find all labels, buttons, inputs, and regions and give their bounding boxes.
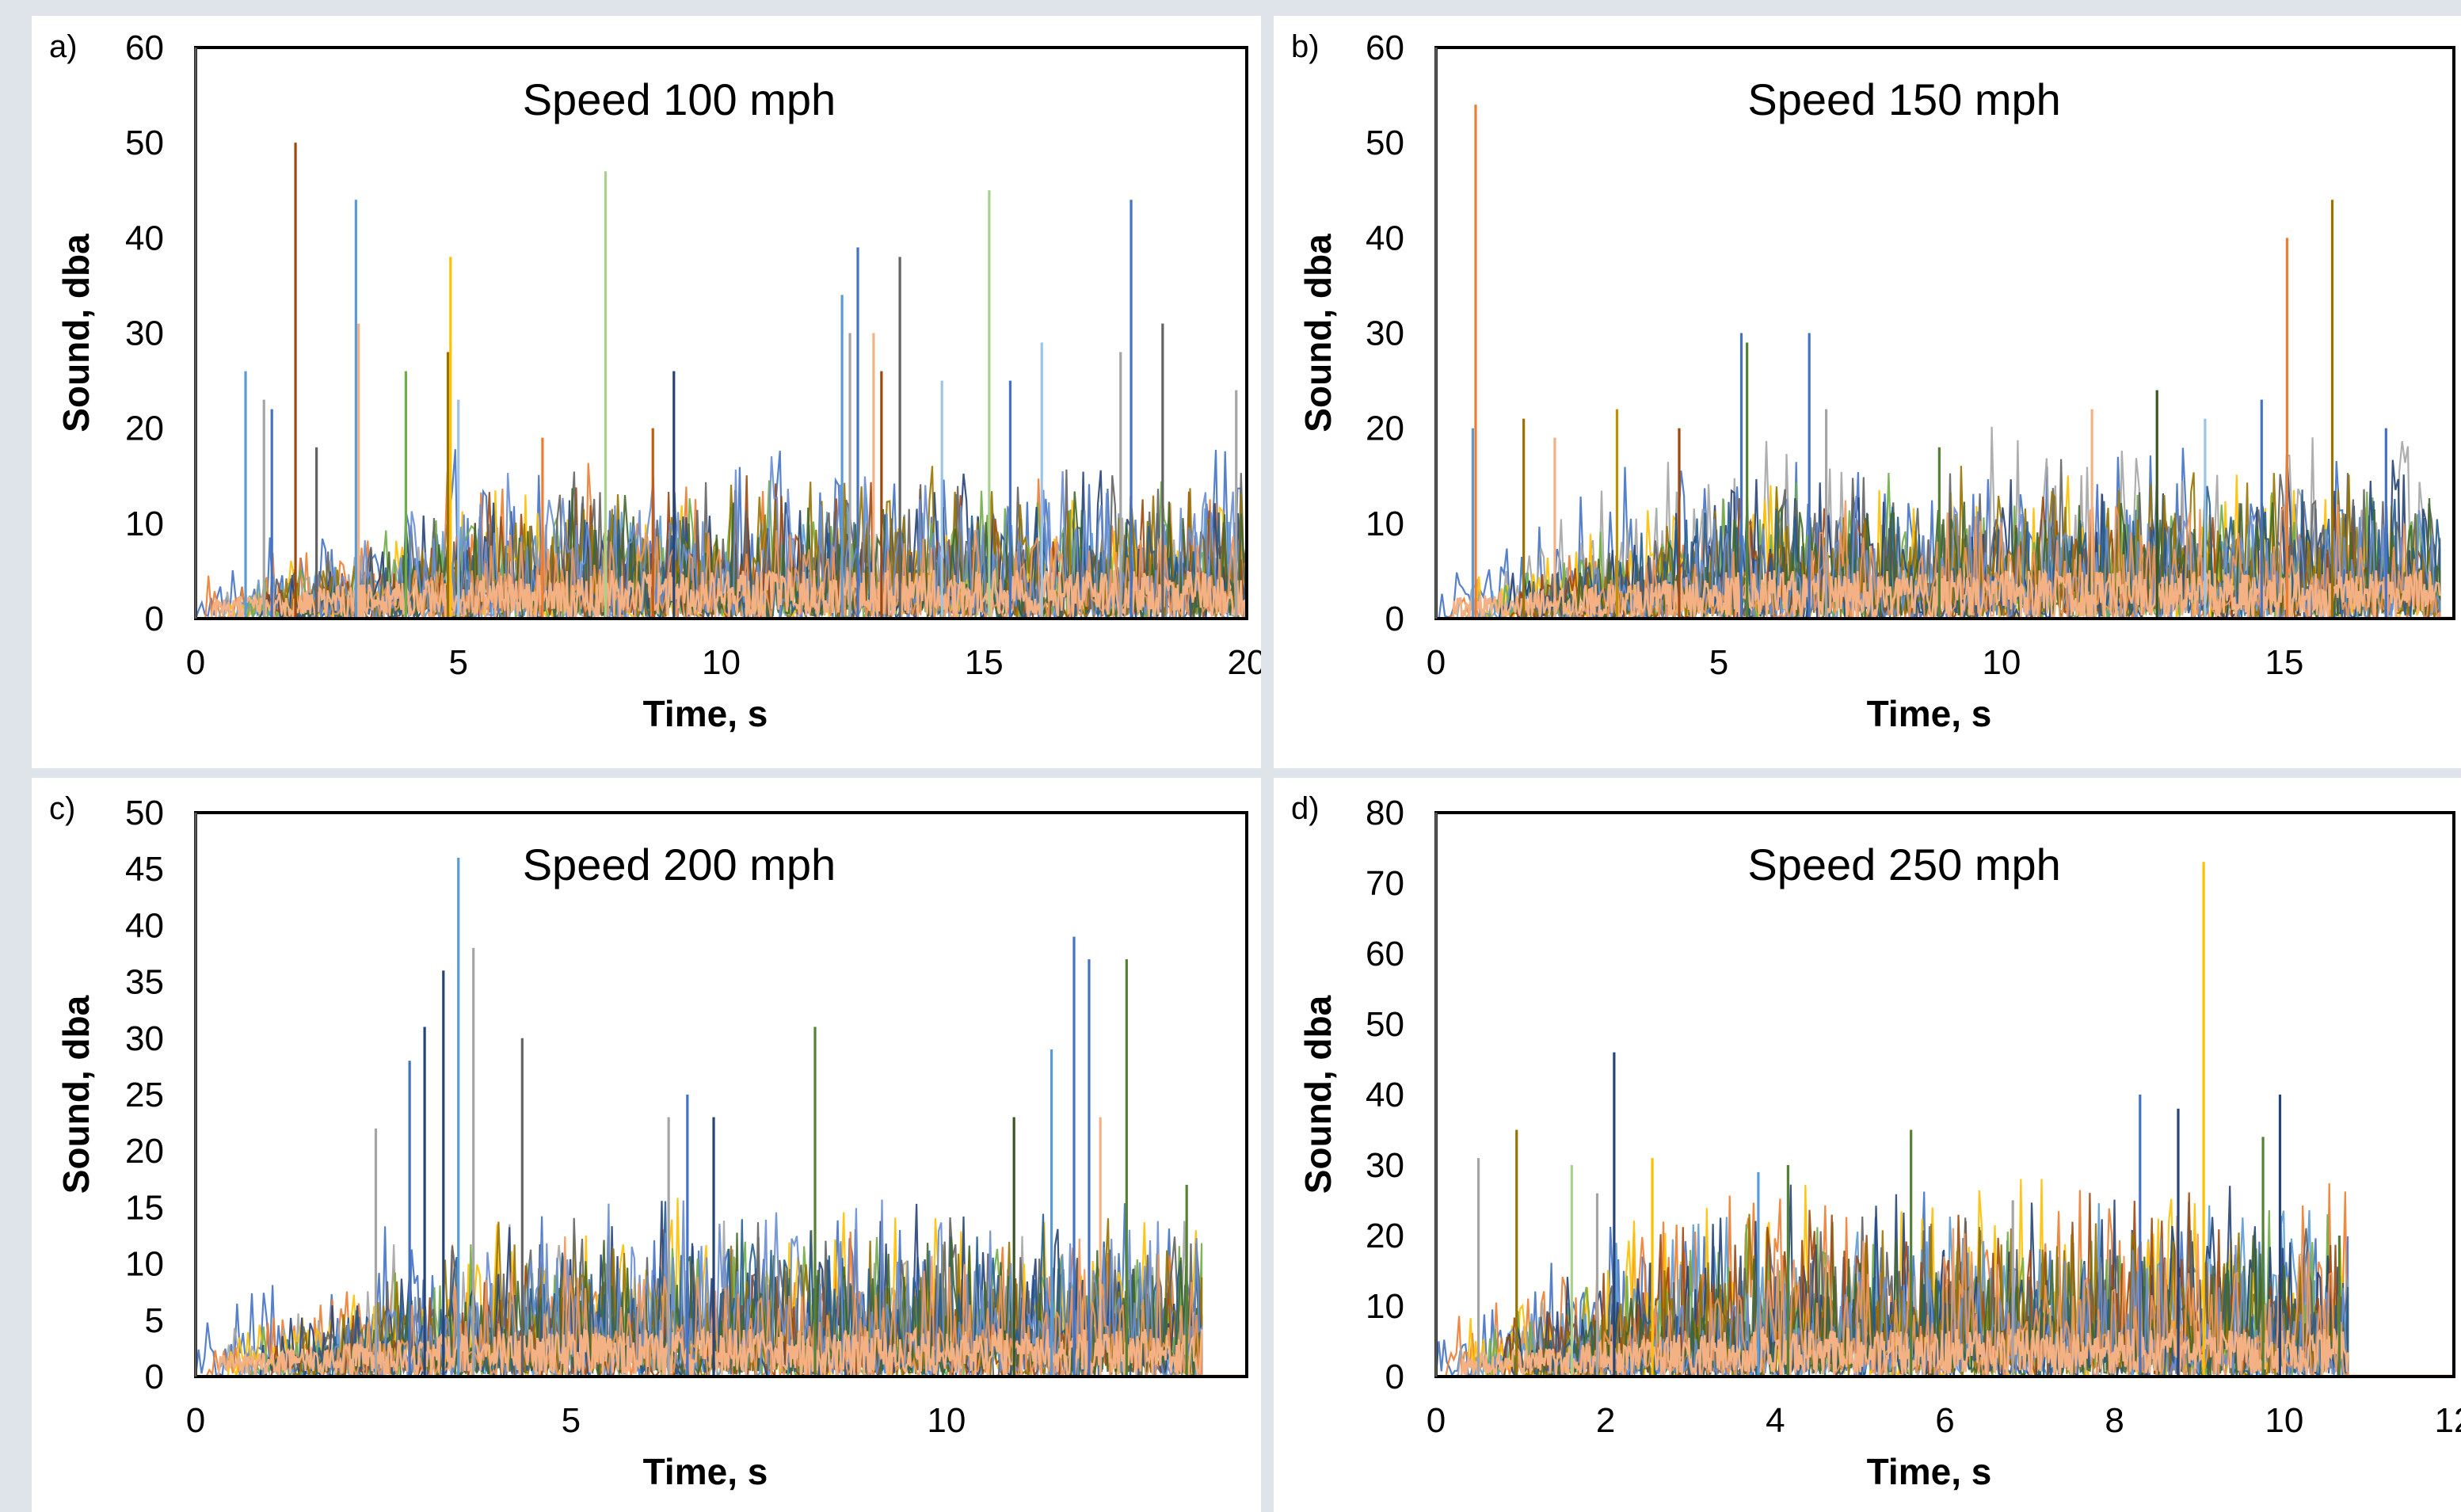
chart-title: Speed 150 mph — [1747, 74, 2060, 124]
y-tick-label: 10 — [1366, 1287, 1404, 1326]
chart-panel-d: 0 10 20 30 40 50 60 70 80 0 2 4 6 8 10 12 Time, s Sound, … — [1274, 778, 2461, 1512]
y-tick-label: 10 — [1366, 505, 1404, 543]
y-tick-label: 40 — [1366, 219, 1404, 257]
y-axis-label: Sound, dba — [55, 234, 97, 432]
y-axis-label: Sound, dba — [55, 995, 97, 1194]
y-tick-label: 0 — [145, 1358, 164, 1396]
y-tick-label: 25 — [125, 1076, 164, 1114]
series-trace — [324, 1199, 1203, 1377]
series-trace — [217, 1325, 1203, 1377]
x-tick-label: 5 — [449, 643, 468, 682]
x-axis-label: Time, s — [643, 693, 768, 734]
x-tick-label: 6 — [1935, 1401, 1954, 1440]
x-tick-label: 0 — [186, 643, 205, 682]
y-tick-label: 0 — [1385, 1358, 1404, 1396]
y-tick-label: 40 — [1366, 1076, 1404, 1114]
chart-panel-c: 0 5 10 15 20 25 30 35 40 45 50 0 5 10 Time, s Sound, db… — [32, 778, 1261, 1512]
chart-panel-a: 0 10 20 30 40 50 60 0 5 10 15 20 Time, s Sound, dba Sp… — [32, 16, 1261, 768]
x-tick-label: 4 — [1766, 1401, 1785, 1440]
y-tick-label: 20 — [125, 409, 164, 448]
y-tick-label: 15 — [125, 1188, 164, 1227]
y-tick-label: 35 — [125, 963, 164, 1002]
y-tick-label: 20 — [1366, 409, 1404, 448]
y-tick-label: 0 — [1385, 600, 1404, 638]
y-tick-label: 60 — [1366, 29, 1404, 67]
chart-svg: 0 10 20 30 40 50 60 70 80 0 2 4 6 8 10 12 Time, s Sound, … — [1291, 791, 2461, 1492]
y-tick-label: 10 — [125, 505, 164, 543]
plot-area — [196, 143, 1247, 619]
y-tick-label: 5 — [145, 1301, 164, 1340]
y-tick-label: 0 — [145, 600, 164, 638]
y-tick-label: 50 — [1366, 124, 1404, 162]
x-tick-label: 0 — [186, 1401, 205, 1440]
series-trace — [1460, 1325, 2349, 1377]
x-tick-label: 10 — [2265, 1401, 2303, 1440]
series-trace — [312, 455, 1247, 619]
x-tick-label: 20 — [1228, 643, 1261, 682]
plot-frame — [194, 46, 1248, 620]
y-tick-label: 60 — [1366, 935, 1404, 973]
y-tick-label: 50 — [125, 794, 164, 832]
chart-svg: 0 10 20 30 40 50 60 0 5 10 15 Time, s Sound, dba Spee… — [1291, 29, 2455, 734]
chart-title: Speed 200 mph — [523, 840, 836, 889]
x-tick-label: 5 — [1709, 643, 1728, 682]
y-tick-label: 40 — [125, 219, 164, 257]
x-axis-label: Time, s — [1867, 1451, 1992, 1492]
panel-label: b) — [1291, 29, 1320, 64]
x-axis-label: Time, s — [1867, 693, 1992, 734]
y-tick-label: 30 — [1366, 314, 1404, 353]
y-tick-label: 45 — [125, 850, 164, 889]
x-tick-label: 15 — [965, 643, 1004, 682]
y-tick-label: 20 — [125, 1132, 164, 1171]
x-tick-label: 0 — [1427, 1401, 1446, 1440]
y-tick-label: 30 — [1366, 1146, 1404, 1185]
x-tick-label: 10 — [702, 643, 741, 682]
x-tick-label: 12 — [2435, 1401, 2461, 1440]
y-tick-label: 40 — [125, 906, 164, 945]
chart-svg: 0 5 10 15 20 25 30 35 40 45 50 0 5 10 Time, s Sound, db… — [49, 791, 1248, 1492]
y-tick-label: 80 — [1366, 794, 1404, 832]
x-tick-label: 8 — [2105, 1401, 2124, 1440]
x-tick-label: 10 — [927, 1401, 966, 1440]
y-tick-label: 50 — [125, 124, 164, 162]
x-tick-label: 10 — [1982, 643, 2021, 682]
chart-svg: 0 10 20 30 40 50 60 0 5 10 15 20 Time, s Sound, dba Sp… — [49, 29, 1261, 734]
chart-panel-b: 0 10 20 30 40 50 60 0 5 10 15 Time, s Sound, dba Spee… — [1274, 16, 2461, 768]
plot-area — [1436, 862, 2454, 1377]
plot-area — [196, 857, 1247, 1377]
panel-label: a) — [49, 29, 78, 64]
y-tick-label: 50 — [1366, 1005, 1404, 1044]
x-tick-label: 2 — [1596, 1401, 1615, 1440]
y-axis-label: Sound, dba — [1297, 234, 1339, 432]
x-axis-label: Time, s — [643, 1451, 768, 1492]
x-tick-label: 15 — [2265, 643, 2303, 682]
y-tick-label: 20 — [1366, 1217, 1404, 1255]
y-tick-label: 60 — [125, 29, 164, 67]
x-tick-label: 5 — [562, 1401, 581, 1440]
panel-label: d) — [1291, 791, 1320, 826]
y-tick-label: 30 — [125, 314, 164, 353]
chart-title: Speed 250 mph — [1747, 840, 2060, 889]
y-tick-label: 10 — [125, 1245, 164, 1284]
y-tick-label: 70 — [1366, 864, 1404, 903]
panel-label: c) — [49, 791, 75, 826]
chart-title: Speed 100 mph — [523, 74, 836, 124]
y-tick-label: 30 — [125, 1019, 164, 1058]
plot-area — [1436, 105, 2454, 619]
x-tick-label: 0 — [1427, 643, 1446, 682]
series-trace — [334, 1236, 1203, 1377]
y-axis-label: Sound, dba — [1297, 995, 1339, 1194]
